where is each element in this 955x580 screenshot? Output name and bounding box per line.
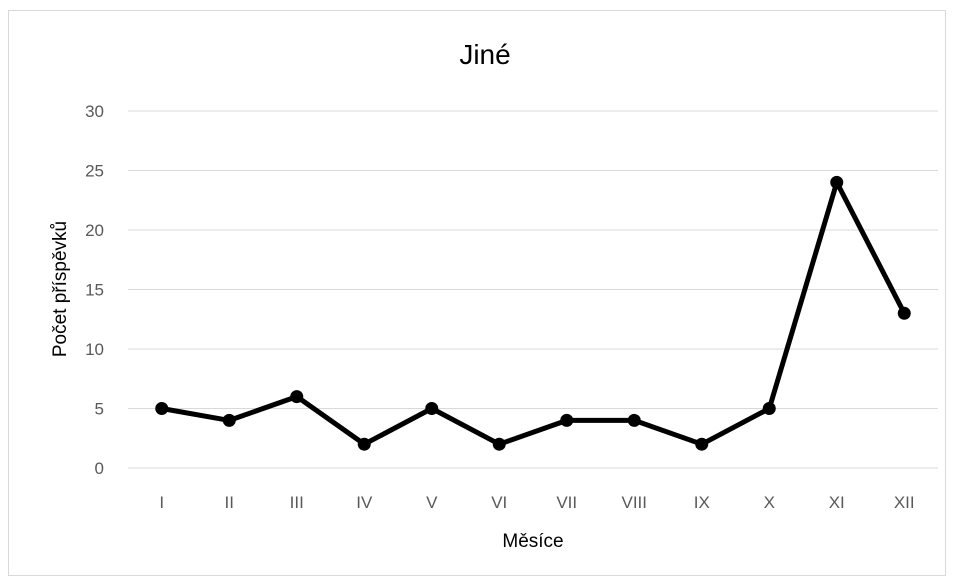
y-tick-label: 0 (95, 459, 104, 478)
y-axis-label: Počet příspěvků (50, 221, 71, 357)
x-tick-label: V (426, 493, 438, 512)
series-line (159, 179, 907, 447)
x-tick-label: XI (829, 493, 845, 512)
data-point-III (290, 390, 304, 404)
x-tick-label: VIII (621, 493, 647, 512)
data-point-XI (830, 175, 844, 189)
x-tick-label: IX (694, 493, 710, 512)
x-tick-label: XII (894, 493, 915, 512)
y-tick-label: 5 (95, 400, 104, 419)
chart-title: Jiné (459, 39, 510, 70)
y-tick-label: 30 (85, 102, 104, 121)
data-point-I (155, 402, 169, 415)
x-tick-label: III (290, 493, 304, 512)
y-tick-label: 15 (85, 281, 104, 300)
data-point-VIII (627, 413, 641, 427)
x-axis-ticks: I II III IV V VI VII VIII IX X XI XII (159, 493, 914, 512)
x-tick-label: VII (556, 493, 577, 512)
x-tick-label: VI (491, 493, 507, 512)
y-axis-ticks: 0 5 10 15 20 25 30 (85, 102, 104, 478)
chart-area (8, 10, 946, 576)
y-tick-label: 25 (85, 162, 104, 181)
data-point-IX (695, 437, 709, 451)
x-tick-label: II (225, 493, 234, 512)
data-point-II (222, 413, 236, 427)
x-axis-label: Měsíce (502, 531, 563, 552)
data-point-IV (357, 437, 371, 451)
data-point-X (762, 402, 776, 415)
x-tick-label: X (764, 493, 775, 512)
data-points (155, 175, 911, 451)
data-point-VII (560, 413, 574, 427)
data-point-VI (492, 437, 506, 451)
x-tick-label: IV (356, 493, 373, 512)
y-tick-label: 20 (85, 221, 104, 240)
x-tick-label: I (159, 493, 164, 512)
data-point-XII (897, 306, 911, 320)
data-point-V (425, 402, 439, 415)
y-tick-label: 10 (85, 340, 104, 359)
